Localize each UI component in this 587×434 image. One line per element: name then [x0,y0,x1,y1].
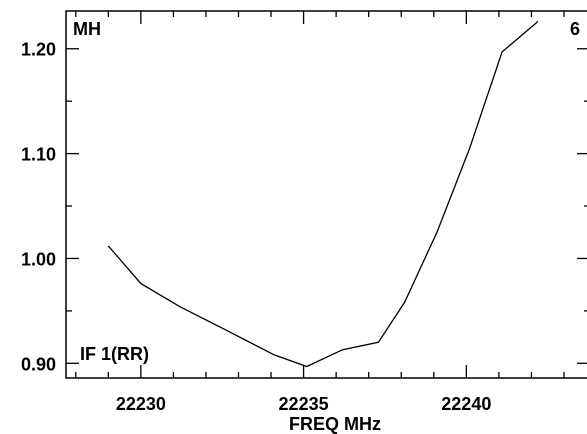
series-line [107,21,539,368]
corner-label-top-right: 6 [570,19,580,39]
corner-label-bottom-left: IF 1(RR) [80,344,149,364]
y-tick-label: 1.00 [21,249,56,269]
plot-frame [65,10,587,379]
x-tick-label: 22230 [116,394,166,414]
y-tick-label: 1.20 [21,40,56,60]
x-tick-label: 22235 [279,394,329,414]
axis-ticks [66,11,587,378]
x-axis-label: FREQ MHz [289,414,381,434]
corner-label-top-left: MH [73,19,101,39]
x-tick-label: 22240 [441,394,491,414]
y-tick-label: 1.10 [21,145,56,165]
tick-labels: 22230 22235 22240 0.90 1.00 1.10 1.20 [21,40,491,414]
y-tick-label: 0.90 [21,354,56,374]
